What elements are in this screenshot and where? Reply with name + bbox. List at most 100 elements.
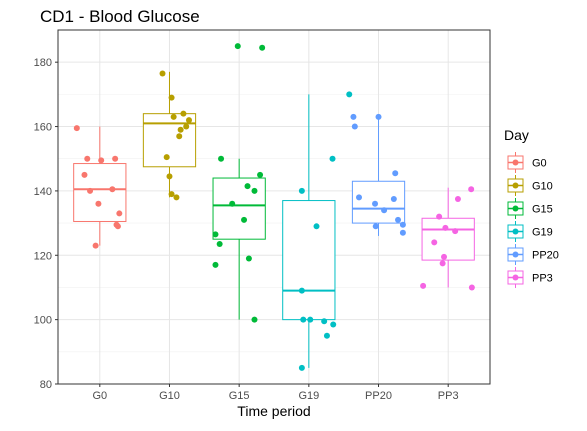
legend-label: PP20 xyxy=(532,250,559,262)
point-G0 xyxy=(92,242,99,249)
point-G15 xyxy=(245,255,252,262)
point-PP3 xyxy=(468,284,475,291)
point-G15 xyxy=(218,155,225,162)
point-G10 xyxy=(159,70,166,77)
point-G15 xyxy=(244,183,251,190)
point-G10 xyxy=(163,154,170,161)
x-tick-label: PP3 xyxy=(438,390,459,402)
point-G15 xyxy=(212,231,219,238)
legend-title: Day xyxy=(504,127,529,143)
point-G10 xyxy=(185,117,192,124)
point-G0 xyxy=(73,125,80,132)
point-G19 xyxy=(307,316,314,323)
box-G15 xyxy=(212,158,266,320)
point-G15 xyxy=(241,216,248,223)
point-G0 xyxy=(84,155,91,162)
x-tick-label: G15 xyxy=(229,390,250,402)
legend-item-G10: G10 xyxy=(507,175,553,196)
x-tick-label: G19 xyxy=(298,390,319,402)
chart-title: CD1 - Blood Glucose xyxy=(40,7,200,26)
legend-label: G15 xyxy=(532,204,553,216)
x-axis-title: Time period xyxy=(237,403,310,419)
point-G19 xyxy=(346,91,353,98)
legend: Day G0 G10 G15 G19 PP20 PP3 xyxy=(504,127,559,288)
point-G10 xyxy=(177,126,184,133)
point-G15 xyxy=(259,44,266,51)
legend-key-point xyxy=(512,228,519,235)
point-PP20 xyxy=(399,229,406,236)
point-PP20 xyxy=(399,221,406,228)
plot-border xyxy=(57,29,491,385)
box-PP3 xyxy=(421,187,475,288)
legend-key-point xyxy=(512,159,519,166)
boxes xyxy=(73,71,475,368)
y-tick-label: 160 xyxy=(34,122,52,134)
point-G10 xyxy=(176,133,183,140)
legend-item-PP20: PP20 xyxy=(507,244,559,265)
y-tick-label: 140 xyxy=(34,186,52,198)
y-tick-label: 120 xyxy=(34,250,52,262)
point-G0 xyxy=(95,200,102,207)
point-G0 xyxy=(87,187,94,194)
box-G19 xyxy=(282,94,336,368)
point-PP3 xyxy=(439,260,446,267)
plot-panel xyxy=(58,30,490,384)
legend-item-G19: G19 xyxy=(507,221,553,242)
point-PP20 xyxy=(390,195,397,202)
point-G19 xyxy=(330,321,337,328)
point-PP3 xyxy=(468,186,475,193)
box-body xyxy=(351,180,406,224)
legend-label: G0 xyxy=(532,158,547,170)
point-G15 xyxy=(251,316,258,323)
point-G19 xyxy=(298,287,305,294)
legend-key-point xyxy=(512,251,519,258)
point-G19 xyxy=(321,318,328,325)
legend-key-point xyxy=(512,274,519,281)
point-PP20 xyxy=(351,123,358,130)
y-tick-label: 100 xyxy=(34,315,52,327)
point-G10 xyxy=(173,194,180,201)
point-PP20 xyxy=(356,194,363,201)
point-G10 xyxy=(166,173,173,180)
point-G15 xyxy=(212,261,219,268)
point-PP20 xyxy=(372,223,379,230)
point-PP20 xyxy=(375,113,382,120)
legend-item-G0: G0 xyxy=(507,152,547,173)
point-PP3 xyxy=(442,224,449,231)
legend-key-point xyxy=(512,205,519,212)
x-tick-label: PP20 xyxy=(365,390,392,402)
point-PP3 xyxy=(452,228,459,235)
point-G0 xyxy=(116,210,123,217)
point-G10 xyxy=(180,110,187,117)
point-G0 xyxy=(81,171,88,178)
point-G15 xyxy=(251,187,258,194)
legend-label: G19 xyxy=(532,227,553,239)
box-body xyxy=(282,200,336,321)
point-PP20 xyxy=(392,170,399,177)
point-PP20 xyxy=(372,200,379,207)
box-body xyxy=(212,177,266,240)
box-PP20 xyxy=(351,116,406,236)
point-PP20 xyxy=(395,216,402,223)
point-G10 xyxy=(168,94,175,101)
x-tick-label: G10 xyxy=(159,390,180,402)
legend-label: G10 xyxy=(532,181,553,193)
point-G15 xyxy=(216,241,223,248)
point-G0 xyxy=(112,155,119,162)
point-PP20 xyxy=(350,113,357,120)
point-G0 xyxy=(98,157,105,164)
point-G19 xyxy=(300,316,307,323)
y-tick-label: 80 xyxy=(40,379,52,391)
point-G19 xyxy=(323,332,330,339)
box-body xyxy=(421,217,475,261)
y-tick-label: 180 xyxy=(34,57,52,69)
point-G19 xyxy=(298,187,305,194)
point-G0 xyxy=(109,186,116,193)
point-PP3 xyxy=(431,239,438,246)
point-G15 xyxy=(229,200,236,207)
point-G10 xyxy=(170,113,177,120)
point-G19 xyxy=(313,223,320,230)
point-G10 xyxy=(168,191,175,198)
